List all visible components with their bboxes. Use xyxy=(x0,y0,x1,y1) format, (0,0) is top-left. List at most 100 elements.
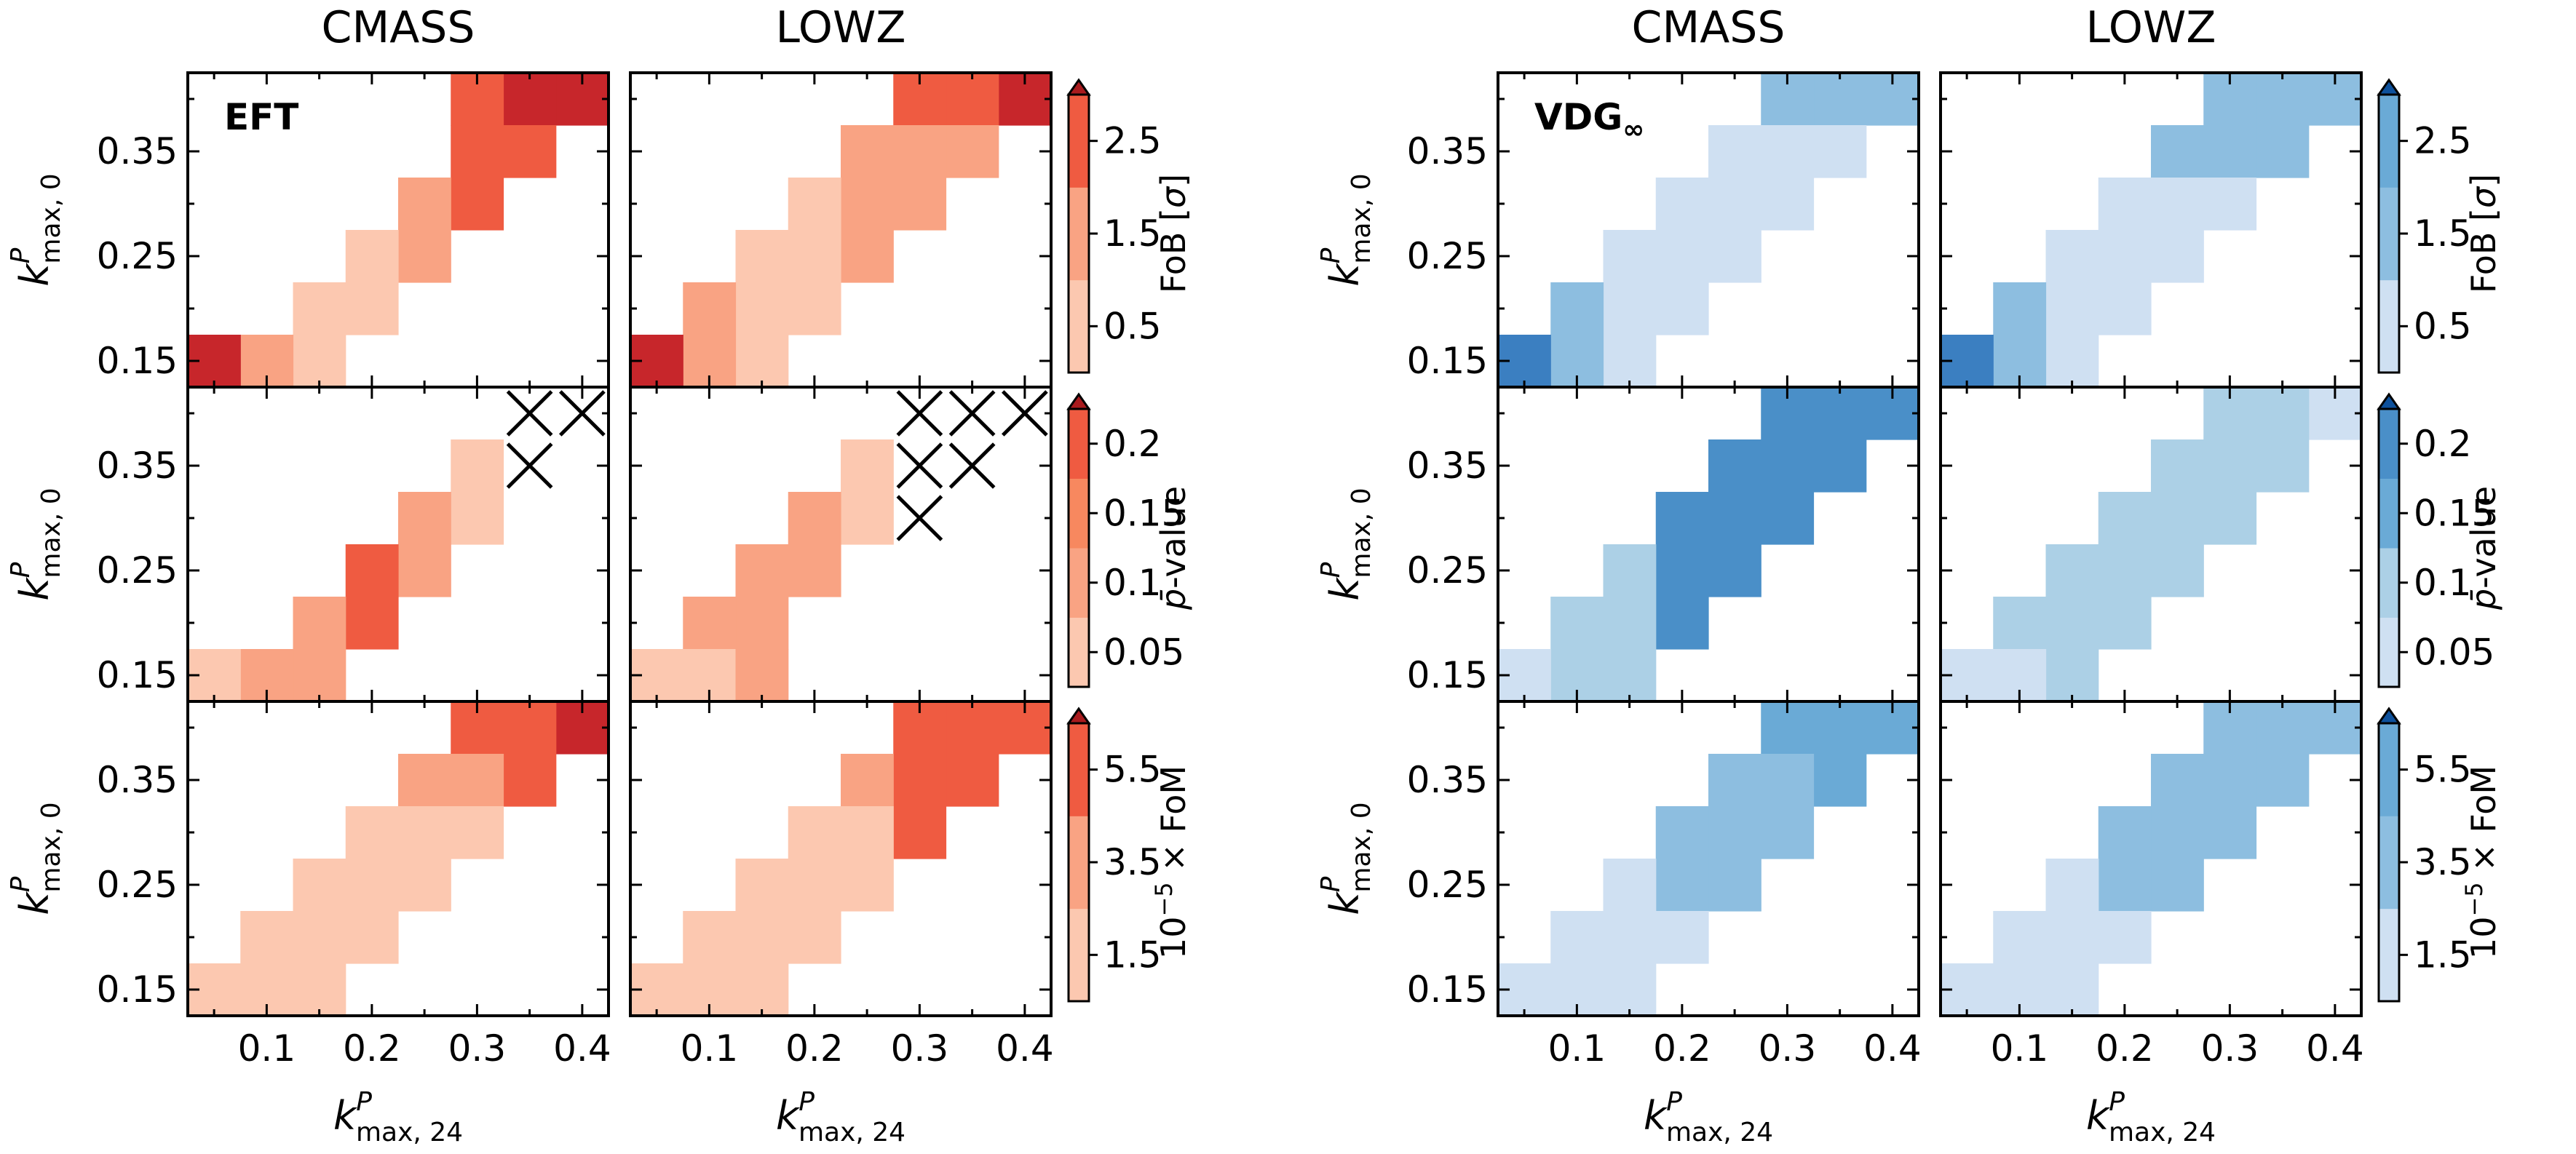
y-tick-label: 0.35 xyxy=(1407,445,1488,487)
colorbar-tick-label: 0.05 xyxy=(1103,631,1184,673)
colorbar-tick-label: 1.5 xyxy=(1103,212,1162,255)
colorbar-extend xyxy=(1066,78,1091,96)
heatmap-cell xyxy=(2256,387,2310,440)
heatmap-cell xyxy=(1708,178,1761,231)
heatmap-cell xyxy=(2203,439,2257,493)
colorbar-segment xyxy=(2379,279,2399,373)
heatmap-cell xyxy=(293,335,346,387)
heatmap-cell xyxy=(788,806,841,859)
svg-text:p̄-value: p̄-value xyxy=(1154,486,1193,610)
heatmap-cell xyxy=(735,963,789,1016)
heatmap-cell xyxy=(2203,806,2257,859)
heatmap-cell xyxy=(2151,439,2204,493)
heatmap-cell xyxy=(1813,439,1867,493)
hatch-mark xyxy=(896,390,943,437)
heatmap-cell xyxy=(293,859,346,912)
heatmap-cell xyxy=(2256,754,2310,807)
colorbar-segment xyxy=(1069,548,1089,618)
heatmap-cell xyxy=(345,282,399,335)
heatmap-cell xyxy=(2045,911,2099,964)
colorbar-segment xyxy=(2379,723,2399,816)
heatmap-cell xyxy=(1993,911,2047,964)
heatmap-cell xyxy=(1655,597,1709,650)
colorbar-tick-label: 3.5 xyxy=(2414,841,2472,883)
heatmap-cell xyxy=(1655,178,1709,231)
colorbar-tick-label: 5.5 xyxy=(2414,749,2472,791)
colorbar-tick-label: 0.05 xyxy=(2414,631,2494,673)
heatmap-cell xyxy=(2151,544,2204,597)
hatch-mark xyxy=(948,442,996,489)
colorbar-tick-label: 1.5 xyxy=(1103,934,1162,976)
heatmap-cell xyxy=(2203,125,2257,178)
x-axis-label: kP max, 24 xyxy=(333,1087,463,1147)
heatmap-cell xyxy=(503,701,557,755)
heatmap-cell xyxy=(1813,387,1867,440)
y-tick-label: 0.35 xyxy=(97,445,178,487)
svg-text:kPmax, 24: kP max, 24 xyxy=(2086,1087,2216,1147)
colorbar-segment xyxy=(2379,478,2399,549)
colorbar-label: p̄-value xyxy=(2464,486,2503,610)
x-tick-label: 0.1 xyxy=(681,1027,739,1070)
colorbar-tick-label: 1.5 xyxy=(2414,934,2472,976)
hatch-mark xyxy=(506,442,553,489)
colorbar-segment xyxy=(1069,478,1089,549)
y-tick-label: 0.15 xyxy=(97,654,178,696)
svg-text:kPmax, 0: kPmax, 0 xyxy=(1316,173,1376,286)
colorbar-label: p̄-value xyxy=(1154,486,1193,610)
x-tick-label: 0.2 xyxy=(785,1027,844,1070)
heatmap-cell xyxy=(451,492,504,545)
heatmap-cell xyxy=(398,544,451,597)
heatmap-cell xyxy=(1603,859,1657,912)
panel-pvalue xyxy=(186,386,610,703)
colorbar-extend xyxy=(1066,392,1091,410)
heatmap-cell xyxy=(735,230,789,283)
colorbar-tick-label: 0.15 xyxy=(1103,492,1184,534)
colorbar-extend xyxy=(2377,392,2401,410)
hatch-mark xyxy=(558,390,606,437)
heatmap-cell xyxy=(1761,178,1815,231)
heatmap-cell xyxy=(1708,439,1761,493)
x-tick-label: 0.1 xyxy=(1548,1027,1606,1070)
heatmap-cell xyxy=(1761,439,1815,493)
panel-fom xyxy=(186,700,610,1017)
heatmap-cell xyxy=(2151,859,2204,912)
heatmap-cell xyxy=(1550,911,1604,964)
heatmap-cell xyxy=(2256,73,2310,126)
colorbar-label: FoB [σ] xyxy=(1154,174,1193,293)
y-tick-label: 0.35 xyxy=(1407,759,1488,801)
x-tick-label: 0.3 xyxy=(891,1027,949,1070)
heatmap-cell xyxy=(2098,544,2152,597)
y-axis-label: kPmax, 0 xyxy=(1316,802,1376,915)
heatmap-cell xyxy=(451,178,504,231)
heatmap-cell xyxy=(1813,125,1867,178)
colorbar-extend xyxy=(1066,707,1091,725)
heatmap-cell xyxy=(1813,701,1867,755)
heatmap-cell xyxy=(240,911,294,964)
svg-text:kPmax, 0: kPmax, 0 xyxy=(6,488,66,600)
heatmap-cell xyxy=(1655,282,1709,335)
svg-text:kPmax, 0: kPmax, 0 xyxy=(1316,802,1376,915)
panel-pvalue xyxy=(629,386,1053,703)
heatmap-cell xyxy=(735,911,789,964)
heatmap-cell xyxy=(2045,597,2099,650)
heatmap-cell xyxy=(1603,230,1657,283)
panel-pvalue xyxy=(1939,386,2363,703)
panel-frame xyxy=(629,700,1053,1017)
colorbar-tick-label: 1.5 xyxy=(2414,212,2472,255)
y-tick-label: 0.35 xyxy=(97,130,178,172)
colorbar-frame xyxy=(2377,407,2401,688)
heatmap-cell xyxy=(893,178,947,231)
x-tick-label: 0.3 xyxy=(2201,1027,2259,1070)
x-tick-label: 0.2 xyxy=(2096,1027,2154,1070)
heatmap-cell xyxy=(735,859,789,912)
colorbar-tick-label: 2.5 xyxy=(2414,120,2472,162)
colorbar-tick-label: 0.15 xyxy=(2414,492,2494,534)
heatmap-cell xyxy=(2151,754,2204,807)
heatmap-cell xyxy=(788,178,841,231)
heatmap-cell xyxy=(398,754,451,807)
heatmap-cell xyxy=(398,178,451,231)
y-axis-label: kPmax, 0 xyxy=(1316,488,1376,600)
heatmap-cell xyxy=(2256,439,2310,493)
heatmap-cell xyxy=(946,125,999,178)
heatmap-cell xyxy=(2045,963,2099,1016)
